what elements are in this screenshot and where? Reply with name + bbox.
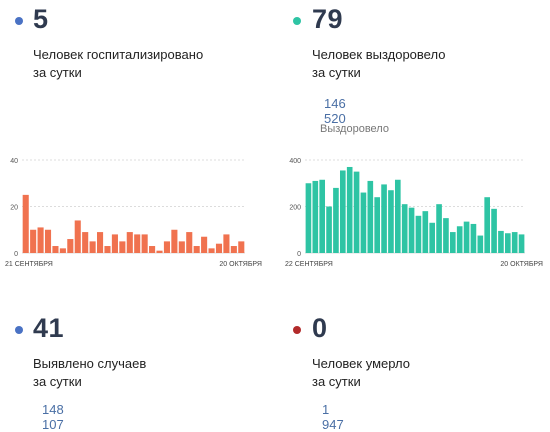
recov-bar — [491, 208, 497, 253]
recov-bar — [511, 232, 518, 253]
hosp-ytick-label: 40 — [10, 158, 18, 165]
recovered-total: 146 520 — [324, 96, 346, 126]
recov-bar — [394, 179, 401, 253]
recov-bar — [353, 171, 360, 253]
hosp-bar — [52, 246, 59, 253]
cases-label-line1: Выявлено случаев — [33, 356, 147, 371]
hosp-bar — [82, 232, 89, 253]
deaths-label-line1: Человек умерло — [312, 356, 410, 371]
hosp-bar — [30, 229, 37, 253]
recov-bar — [388, 190, 394, 253]
hosp-bar — [178, 241, 185, 253]
recovered-dot — [293, 17, 301, 25]
recov-xaxis-start-label: 22 СЕНТЯБРЯ — [285, 261, 333, 268]
recov-bar — [333, 187, 339, 253]
hosp-bar — [134, 234, 141, 253]
hosp-bar — [208, 248, 215, 253]
recov-bar — [415, 215, 422, 253]
recov-bar — [408, 207, 415, 253]
recov-bar — [449, 232, 456, 253]
hosp-bar — [74, 220, 81, 253]
hosp-bar — [89, 241, 96, 253]
hosp-bar — [97, 232, 104, 253]
hosp-bar — [149, 246, 156, 253]
recovered-total-label: Выздоровело — [320, 123, 389, 135]
hosp-bar — [22, 194, 29, 253]
recov-bar — [381, 184, 387, 253]
cases-dot — [15, 326, 23, 334]
recov-bar — [305, 183, 312, 253]
recovered-value: 79 — [312, 4, 344, 34]
recov-bar — [504, 233, 511, 253]
hosp-bar — [215, 243, 223, 253]
recov-bar — [436, 204, 442, 253]
recov-bar — [484, 197, 491, 253]
hosp-bar — [163, 241, 170, 253]
recov-bar — [326, 206, 332, 253]
hosp-bar — [141, 234, 148, 253]
hosp-bar — [104, 246, 111, 253]
hospitalized-bar-chart: 0 20 40 21 СЕНТЯБРЯ 20 ОКТЯБРЯ — [5, 158, 262, 268]
recov-bar — [422, 211, 429, 253]
recov-bar — [367, 180, 374, 253]
recovered-label-line1: Человек выздоровело — [312, 47, 446, 62]
hosp-ytick-label: 20 — [10, 205, 18, 212]
recovered-bar-chart: 0 200 400 22 СЕНТЯБРЯ 20 ОКТЯБРЯ — [285, 158, 543, 268]
deaths-dot — [293, 326, 301, 334]
recov-ytick-label: 200 — [289, 205, 301, 212]
hosp-bar — [59, 248, 66, 253]
hospitalized-value: 5 — [33, 4, 49, 34]
hospitalized-label-line2: за сутки — [33, 65, 82, 80]
hosp-bar — [37, 227, 44, 253]
hosp-bar — [238, 241, 245, 253]
recov-bar — [339, 170, 346, 253]
recov-bar — [498, 230, 504, 253]
cases-total: 148 107 — [42, 402, 64, 432]
recov-bar — [518, 234, 525, 253]
recovered-label-line2: за сутки — [312, 65, 361, 80]
cases-value: 41 — [33, 313, 65, 343]
recov-ytick-label: 400 — [289, 158, 301, 165]
hosp-bar — [156, 250, 163, 253]
hosp-xaxis-start-label: 21 СЕНТЯБРЯ — [5, 261, 53, 268]
recov-bar — [401, 204, 408, 253]
recov-bar — [456, 226, 463, 253]
recov-bar — [360, 192, 367, 253]
deaths-value: 0 — [312, 313, 328, 343]
hospitalized-dot — [15, 17, 23, 25]
hosp-bar — [230, 246, 237, 253]
hosp-bar — [186, 232, 193, 253]
recov-bar — [463, 221, 470, 253]
hosp-bar — [67, 239, 74, 253]
recov-bar — [443, 218, 449, 253]
hosp-bar — [223, 234, 230, 253]
hosp-bar — [111, 234, 118, 253]
hosp-ytick-label: 0 — [14, 251, 18, 258]
recov-bar — [374, 197, 381, 253]
recov-xaxis-end-label: 20 ОКТЯБРЯ — [500, 261, 543, 268]
hospitalized-label-line1: Человек госпитализировано — [33, 47, 204, 62]
recov-ytick-label: 0 — [297, 251, 301, 258]
hosp-bar — [44, 229, 52, 253]
recov-bar — [319, 179, 326, 253]
hosp-xaxis-end-label: 20 ОКТЯБРЯ — [219, 261, 262, 268]
hosp-bar — [193, 246, 200, 253]
hosp-bar — [126, 232, 133, 253]
recov-bar — [477, 235, 484, 253]
deaths-label-line2: за сутки — [312, 374, 361, 389]
deaths-total: 1 947 — [322, 402, 344, 432]
recov-bar — [346, 166, 353, 253]
hosp-bar — [119, 241, 126, 253]
hosp-bar — [171, 229, 178, 253]
recov-bar — [429, 222, 436, 253]
cases-label-line2: за сутки — [33, 374, 82, 389]
hosp-bar — [201, 236, 208, 253]
recov-bar — [312, 180, 319, 253]
recov-bar — [470, 223, 477, 253]
